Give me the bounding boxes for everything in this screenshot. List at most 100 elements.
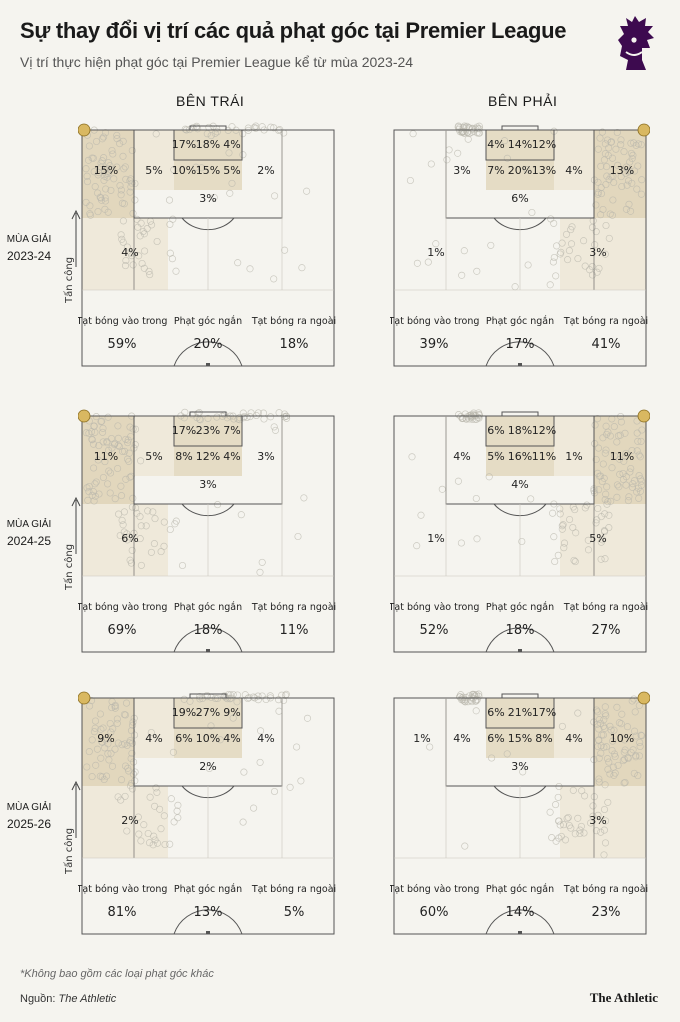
split-value: 41% <box>592 337 621 352</box>
zone-value-six-yard: 2% <box>199 760 216 773</box>
zone-value-deep-far: 1% <box>427 532 444 545</box>
attack-direction-arrow: Tấn công <box>63 780 81 875</box>
corner-flag-icon <box>78 409 91 423</box>
zone-value-box-top: 18% <box>508 424 532 437</box>
pitch-panel-2025-26-left: 19% 27% 9%6% 10% 4%2%9% 4% 4%2%Tạt bóng vào tr… <box>78 690 336 935</box>
premier-league-lion-icon <box>618 16 654 70</box>
zone-value-deep: 2% <box>121 814 138 827</box>
zone-value-six-yard: 3% <box>199 192 216 205</box>
centre-spot <box>518 931 522 934</box>
zone-value-box-mid: 7% <box>487 164 504 177</box>
corner-flag-icon <box>78 123 91 137</box>
zone-value-wide-near: 9% <box>97 732 114 745</box>
category-label: Tạt bóng vào trong <box>390 884 479 895</box>
zone-value-deep-far: 1% <box>427 246 444 259</box>
season-label-2025-26: MÙA GIẢI 2025-26 <box>4 800 54 832</box>
zone-value-wide-far: 3% <box>257 450 274 463</box>
zone-value-box-top: 17% <box>172 424 196 437</box>
category-label: Phạt góc ngắn <box>486 316 554 327</box>
zone-value-wide-far: 4% <box>453 732 470 745</box>
split-value: 52% <box>420 623 449 638</box>
zone-value-box-top: 21% <box>508 706 532 719</box>
category-label: Tạt bóng vào trong <box>78 316 167 327</box>
zone-box-inner <box>134 416 174 476</box>
pitch-panel-2025-26-right: 6% 21% 17% 6% 15% 8% 3% 10% 4% 4% 3% 1% Tạt bóng vào… <box>390 690 650 935</box>
zone-value-box-mid: 8% <box>175 450 192 463</box>
centre-circle <box>173 341 243 367</box>
footnote: *Không bao gồm các loại phạt góc khác <box>20 968 214 980</box>
zone-value-box-top: 18% <box>196 138 220 151</box>
zone-value-box-top: 27% <box>196 706 220 719</box>
category-label: Tạt bóng vào trong <box>390 316 479 327</box>
zone-deep <box>82 218 168 290</box>
zone-value-box-mid: 16% <box>508 450 532 463</box>
split-value: 23% <box>592 905 621 920</box>
zone-value-box-top: 17% <box>172 138 196 151</box>
centre-spot <box>518 363 522 366</box>
centre-spot <box>206 363 210 366</box>
zone-value-wide-far: 3% <box>453 164 470 177</box>
source-name: The Athletic <box>58 993 117 1005</box>
zone-value-six-yard: 3% <box>199 478 216 491</box>
goal <box>501 125 539 131</box>
zone-value-box-mid: 13% <box>532 164 556 177</box>
zone-value-six-yard: 3% <box>511 760 528 773</box>
zone-value-box-mid: 15% <box>196 164 220 177</box>
season-year: 2025-26 <box>6 817 52 831</box>
category-label: Tạt bóng ra ngoài <box>251 884 336 895</box>
zone-value-box-mid: 5% <box>487 450 504 463</box>
zone-value-box-top: 23% <box>196 424 220 437</box>
attack-direction-arrow: Tấn công <box>63 496 81 591</box>
zone-value-deep: 6% <box>121 532 138 545</box>
zone-value-far-outer: 1% <box>413 732 430 745</box>
category-label: Tạt bóng ra ngoài <box>563 316 648 327</box>
zone-value-box-top: 4% <box>223 138 240 151</box>
zone-value-six-yard: 6% <box>511 192 528 205</box>
attack-label: Tấn công <box>63 544 75 591</box>
split-value: 27% <box>592 623 621 638</box>
zone-value-box-top: 12% <box>532 138 556 151</box>
centre-circle <box>485 341 555 367</box>
column-left-heading: BÊN TRÁI <box>176 93 245 109</box>
pitch-panel-2024-25-right: 6% 18% 12%5% 16% 11%4%11%1%4%5%1%Tạt bóng và… <box>390 409 650 653</box>
shot-scatter <box>426 690 646 859</box>
centre-circle <box>173 627 243 653</box>
zone-deep <box>82 504 168 576</box>
zone-value-box-mid: 4% <box>223 732 240 745</box>
zone-box-inner <box>134 698 174 758</box>
zone-value-wide-far: 4% <box>453 450 470 463</box>
split-value: 81% <box>108 905 137 920</box>
split-value: 18% <box>280 337 309 352</box>
season-caption: MÙA GIẢI <box>6 234 52 245</box>
zone-value-wide-inner: 4% <box>565 732 582 745</box>
category-label: Tạt bóng ra ngoài <box>563 602 648 613</box>
corner-flag-icon <box>637 691 650 705</box>
zone-deep <box>560 504 646 576</box>
split-value: 59% <box>108 337 137 352</box>
zone-value-box-mid: 10% <box>172 164 196 177</box>
zone-value-box-top: 19% <box>172 706 196 719</box>
zone-value-box-top: 6% <box>487 424 504 437</box>
zone-value-box-mid: 12% <box>196 450 220 463</box>
goal <box>189 125 227 131</box>
zone-value-wide-inner: 1% <box>565 450 582 463</box>
zone-value-box-top: 9% <box>223 706 240 719</box>
zone-value-deep: 3% <box>589 814 606 827</box>
zone-value-wide-far: 2% <box>257 164 274 177</box>
centre-circle <box>173 909 243 935</box>
split-value: 60% <box>420 905 449 920</box>
category-label: Tạt bóng ra ngoài <box>563 884 648 895</box>
split-value: 18% <box>506 623 535 638</box>
zone-value-wide-near: 11% <box>94 450 118 463</box>
column-right-heading: BÊN PHẢI <box>488 93 558 109</box>
attack-label: Tấn công <box>63 257 75 304</box>
category-label: Phạt góc ngắn <box>486 884 554 895</box>
zone-value-deep: 5% <box>589 532 606 545</box>
split-value: 69% <box>108 623 137 638</box>
zone-value-box-mid: 8% <box>535 732 552 745</box>
zone-value-box-mid: 6% <box>487 732 504 745</box>
zone-deep <box>560 786 646 858</box>
zone-value-wide-inner: 4% <box>145 732 162 745</box>
chart-title: Sự thay đổi vị trí các quả phạt góc tại … <box>20 18 567 43</box>
the-athletic-logo: The Athletic <box>589 990 658 1005</box>
